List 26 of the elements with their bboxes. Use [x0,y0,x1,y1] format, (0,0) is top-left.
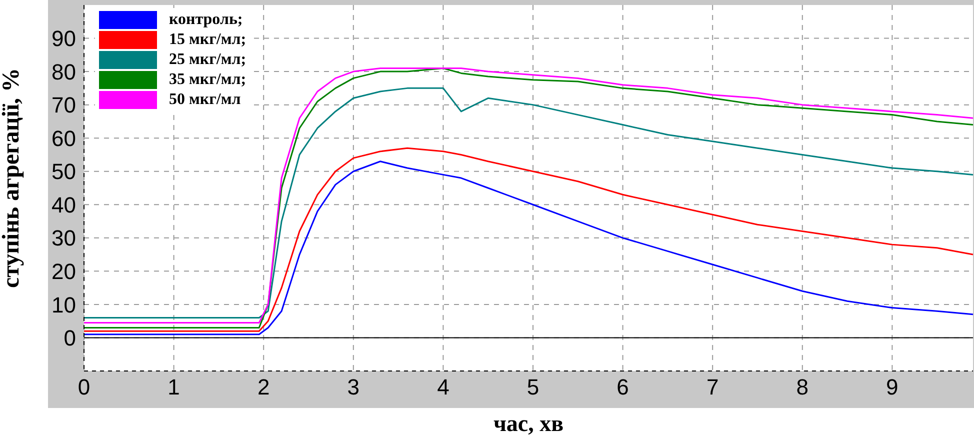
y-axis-title: ступінь агрегації, % [0,68,25,288]
y-tick-label: 50 [52,159,76,184]
legend-label: 15 мкг/мл; [169,31,246,49]
y-tick-label: 30 [52,226,76,251]
x-tick-label: 3 [347,374,360,400]
x-tick-label: 6 [616,374,629,400]
x-tick-label: 5 [526,374,540,400]
y-tick-label: 70 [52,92,76,118]
legend-label: 35 мкг/мл; [169,71,246,89]
x-tick-label: 1 [168,374,180,400]
y-tick-label: 0 [64,326,76,351]
legend-label: контроль; [169,11,243,29]
y-tick-label: 40 [52,192,76,218]
y-tick-label: 10 [52,292,76,318]
x-tick-label: 4 [437,374,450,400]
y-tick-label: 90 [52,26,76,52]
legend-label: 50 мкг/мл [169,91,241,109]
x-tick-label: 2 [257,374,270,400]
y-tick-label: 20 [52,258,76,284]
y-tick-label: 80 [52,59,76,84]
y-tick-label: 60 [52,126,76,151]
x-tick-label: 8 [796,374,809,400]
x-tick-label: 9 [886,374,898,400]
x-tick-label: 7 [706,374,719,400]
legend-label: 25 мкг/мл; [169,51,246,69]
x-axis-title: час, хв [493,411,564,436]
